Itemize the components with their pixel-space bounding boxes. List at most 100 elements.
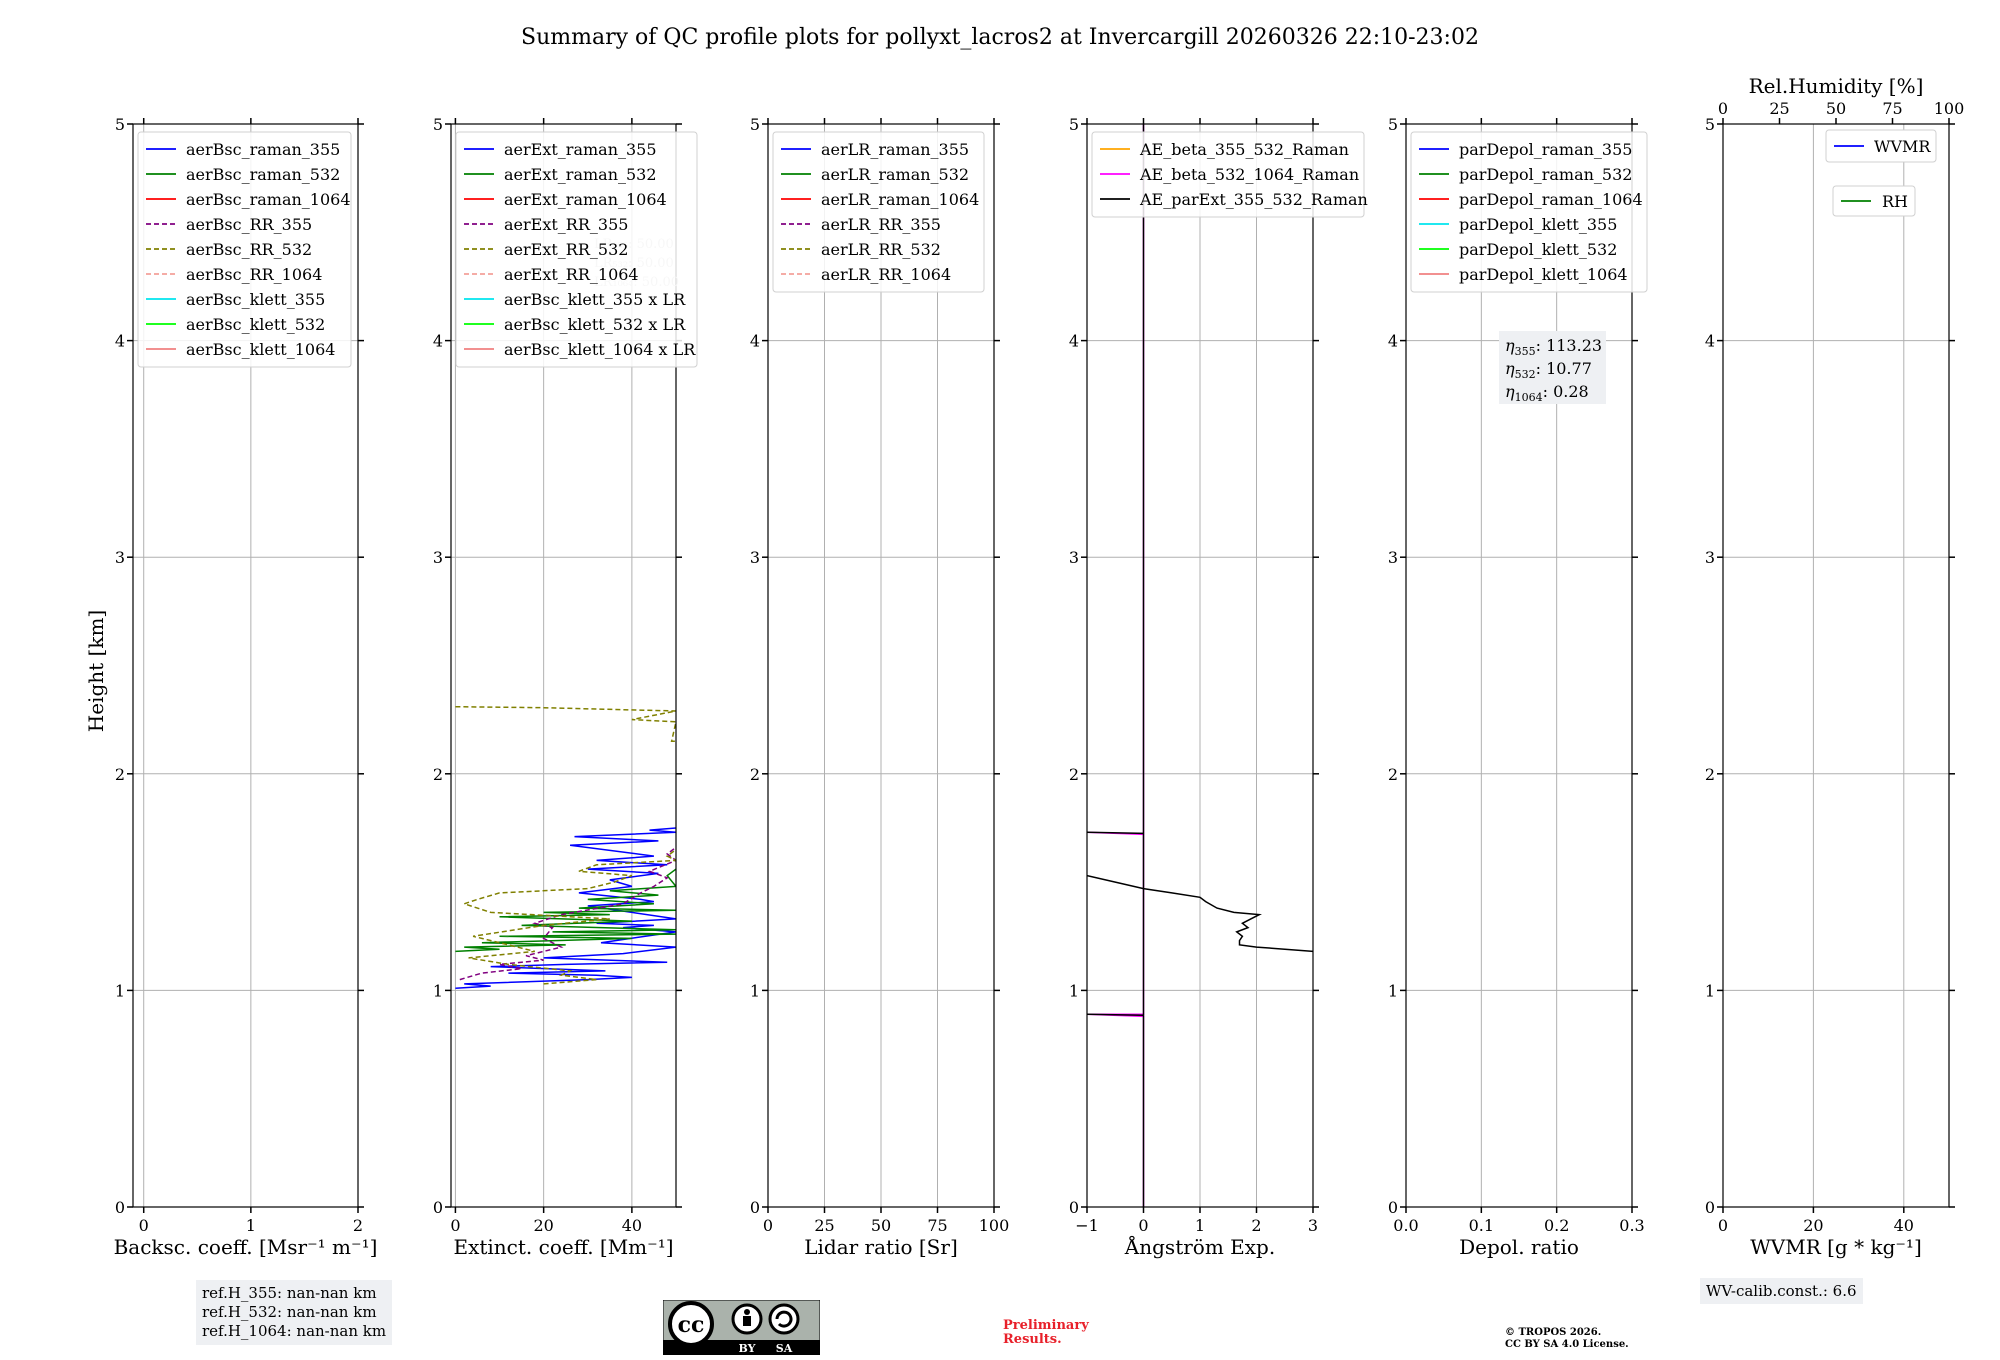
y-tick-label: 4 — [1069, 332, 1079, 351]
y-tick-label: 0 — [1705, 1198, 1715, 1217]
eta-annotation-box — [1499, 331, 1606, 404]
figure-title: Summary of QC profile plots for pollyxt_… — [521, 25, 1479, 50]
top-x-tick-label: 50 — [1826, 99, 1846, 118]
cc-text: cc — [678, 1312, 705, 1338]
axes-frame — [450, 123, 677, 1208]
eta-annotation-line: η1064: 0.28 — [1505, 382, 1589, 404]
legend-label: AE_beta_355_532_Raman — [1139, 140, 1349, 159]
legend: aerBsc_raman_355 aerBsc_raman_532 aerBsc_r… — [137, 131, 352, 368]
ref-height-355: ref.H_355: nan-nan km — [202, 1284, 377, 1302]
series-line-aerExt_raman_532 — [455, 868, 676, 953]
x-tick-label: 2 — [1251, 1216, 1261, 1235]
legend-label: aerExt_RR_355 — [504, 215, 628, 234]
legend-rh-frame — [1832, 185, 1916, 217]
top-x-tick-label: 75 — [1882, 99, 1902, 118]
by-label: BY — [739, 1342, 756, 1355]
eta-annotation-line: η532: 10.77 — [1505, 359, 1592, 381]
y-tick-label: 5 — [1705, 115, 1715, 134]
legend-label: aerExt_raman_355 — [504, 140, 657, 159]
legend-label: aerBsc_klett_355 — [186, 290, 325, 309]
y-tick-label: 5 — [1069, 115, 1079, 134]
y-tick-label: 4 — [750, 332, 760, 351]
series-line-aerExt_RR_532_upper — [455, 705, 676, 743]
sa-share-icon — [768, 1303, 800, 1335]
x-tick-label: 0.1 — [1469, 1216, 1494, 1235]
legend-label-rh: RH — [1882, 192, 1908, 211]
y-tick-label: 5 — [750, 115, 760, 134]
wv-calibration-box: WV-calib.const.: 6.6 — [1700, 1278, 1863, 1304]
legend-label-wvmr: WVMR — [1874, 137, 1931, 156]
series-line-AE_beta_532_1064_Raman — [1087, 124, 1145, 1207]
cc-license-badge: cc BY SA — [663, 1300, 820, 1355]
top-x-tick-label: 25 — [1769, 99, 1789, 118]
y-tick-label: 3 — [433, 548, 443, 567]
top-x-tick-label: 0 — [1718, 99, 1728, 118]
y-tick-label: 3 — [1388, 548, 1398, 567]
y-tick-label: 0 — [1069, 1198, 1079, 1217]
axes-frame — [132, 123, 359, 1208]
y-tick-label: 4 — [1705, 332, 1715, 351]
x-tick-label: 0 — [139, 1216, 149, 1235]
series-line-AE_parExt_355_532_Raman_layer — [1087, 874, 1313, 953]
legend-label: aerLR_RR_532 — [821, 240, 941, 259]
x-tick-label: 40 — [1894, 1216, 1914, 1235]
y-tick-label: 1 — [115, 981, 125, 1000]
top-x-axis-label: Rel.Humidity [%] — [1749, 74, 1924, 98]
top-x-tick-label: 100 — [1934, 99, 1965, 118]
legend-label: aerBsc_klett_532 x LR — [504, 315, 686, 334]
legend-wvmr-frame — [1825, 129, 1937, 163]
cc-circle-icon — [668, 1301, 714, 1347]
legend-label: aerBsc_raman_1064 — [186, 190, 351, 209]
y-tick-label: 5 — [1388, 115, 1398, 134]
legend-label: aerBsc_klett_1064 x LR — [504, 340, 696, 359]
copyright-line-1: © TROPOS 2026. — [1505, 1327, 1602, 1338]
y-tick-label: 5 — [433, 115, 443, 134]
x-axis-label: Extinct. coeff. [Mm⁻¹] — [453, 1235, 673, 1259]
y-tick-label: 2 — [115, 765, 125, 784]
x-tick-label: 20 — [533, 1216, 553, 1235]
preliminary-line-2: Results. — [1003, 1332, 1062, 1347]
y-tick-label: 2 — [433, 765, 443, 784]
y-tick-label: 1 — [1069, 981, 1079, 1000]
x-tick-label: 3 — [1308, 1216, 1318, 1235]
legend-label: aerBsc_klett_532 — [186, 315, 325, 334]
x-tick-label: 0.3 — [1619, 1216, 1644, 1235]
legend: parDepol_raman_355 parDepol_raman_532 parD… — [1410, 131, 1648, 293]
x-tick-label: 75 — [927, 1216, 947, 1235]
legend-label: parDepol_klett_1064 — [1459, 265, 1628, 284]
x-tick-label: 20 — [1803, 1216, 1823, 1235]
legend-label: parDepol_klett_532 — [1459, 240, 1617, 259]
y-tick-label: 2 — [1705, 765, 1715, 784]
x-tick-label: 0.2 — [1544, 1216, 1569, 1235]
x-axis-label: Ångström Exp. — [1124, 1234, 1275, 1259]
legend-label: aerBsc_RR_1064 — [186, 265, 322, 284]
legend-frame — [1091, 131, 1365, 218]
legend-label: parDepol_raman_355 — [1459, 140, 1632, 159]
legend-frame — [772, 131, 985, 293]
legend: aerLR_raman_355 aerLR_raman_532 aerLR_rama… — [772, 131, 985, 293]
series-line-aerExt_raman_355 — [455, 827, 676, 989]
legend-label: aerExt_raman_1064 — [504, 190, 667, 209]
legend-label: aerLR_raman_355 — [821, 140, 969, 159]
y-tick-label: 1 — [1388, 981, 1398, 1000]
x-tick-label: 2 — [353, 1216, 363, 1235]
x-axis-label: WVMR [g * kg⁻¹] — [1750, 1235, 1922, 1259]
y-tick-label: 3 — [1705, 548, 1715, 567]
eta-annotation-line: η355: 113.23 — [1505, 336, 1602, 358]
y-tick-label: 1 — [750, 981, 760, 1000]
x-tick-label: 0 — [763, 1216, 773, 1235]
legend-label: aerLR_RR_355 — [821, 215, 941, 234]
copyright-line-2: CC BY SA 4.0 License. — [1505, 1339, 1629, 1350]
y-tick-label: 3 — [115, 548, 125, 567]
panel-depolarization: 0 1 2 3 4 5 0.0 0.1 0.2 0.3 Depol. ratio parDepol_r… — [1388, 115, 1648, 1259]
legend-label: aerBsc_klett_355 x LR — [504, 290, 686, 309]
x-axis-label: Backsc. coeff. [Msr⁻¹ m⁻¹] — [114, 1235, 378, 1259]
y-tick-label: 2 — [1388, 765, 1398, 784]
y-tick-label: 0 — [433, 1198, 443, 1217]
x-tick-label: 0 — [1138, 1216, 1148, 1235]
x-tick-label: 0 — [1718, 1216, 1728, 1235]
